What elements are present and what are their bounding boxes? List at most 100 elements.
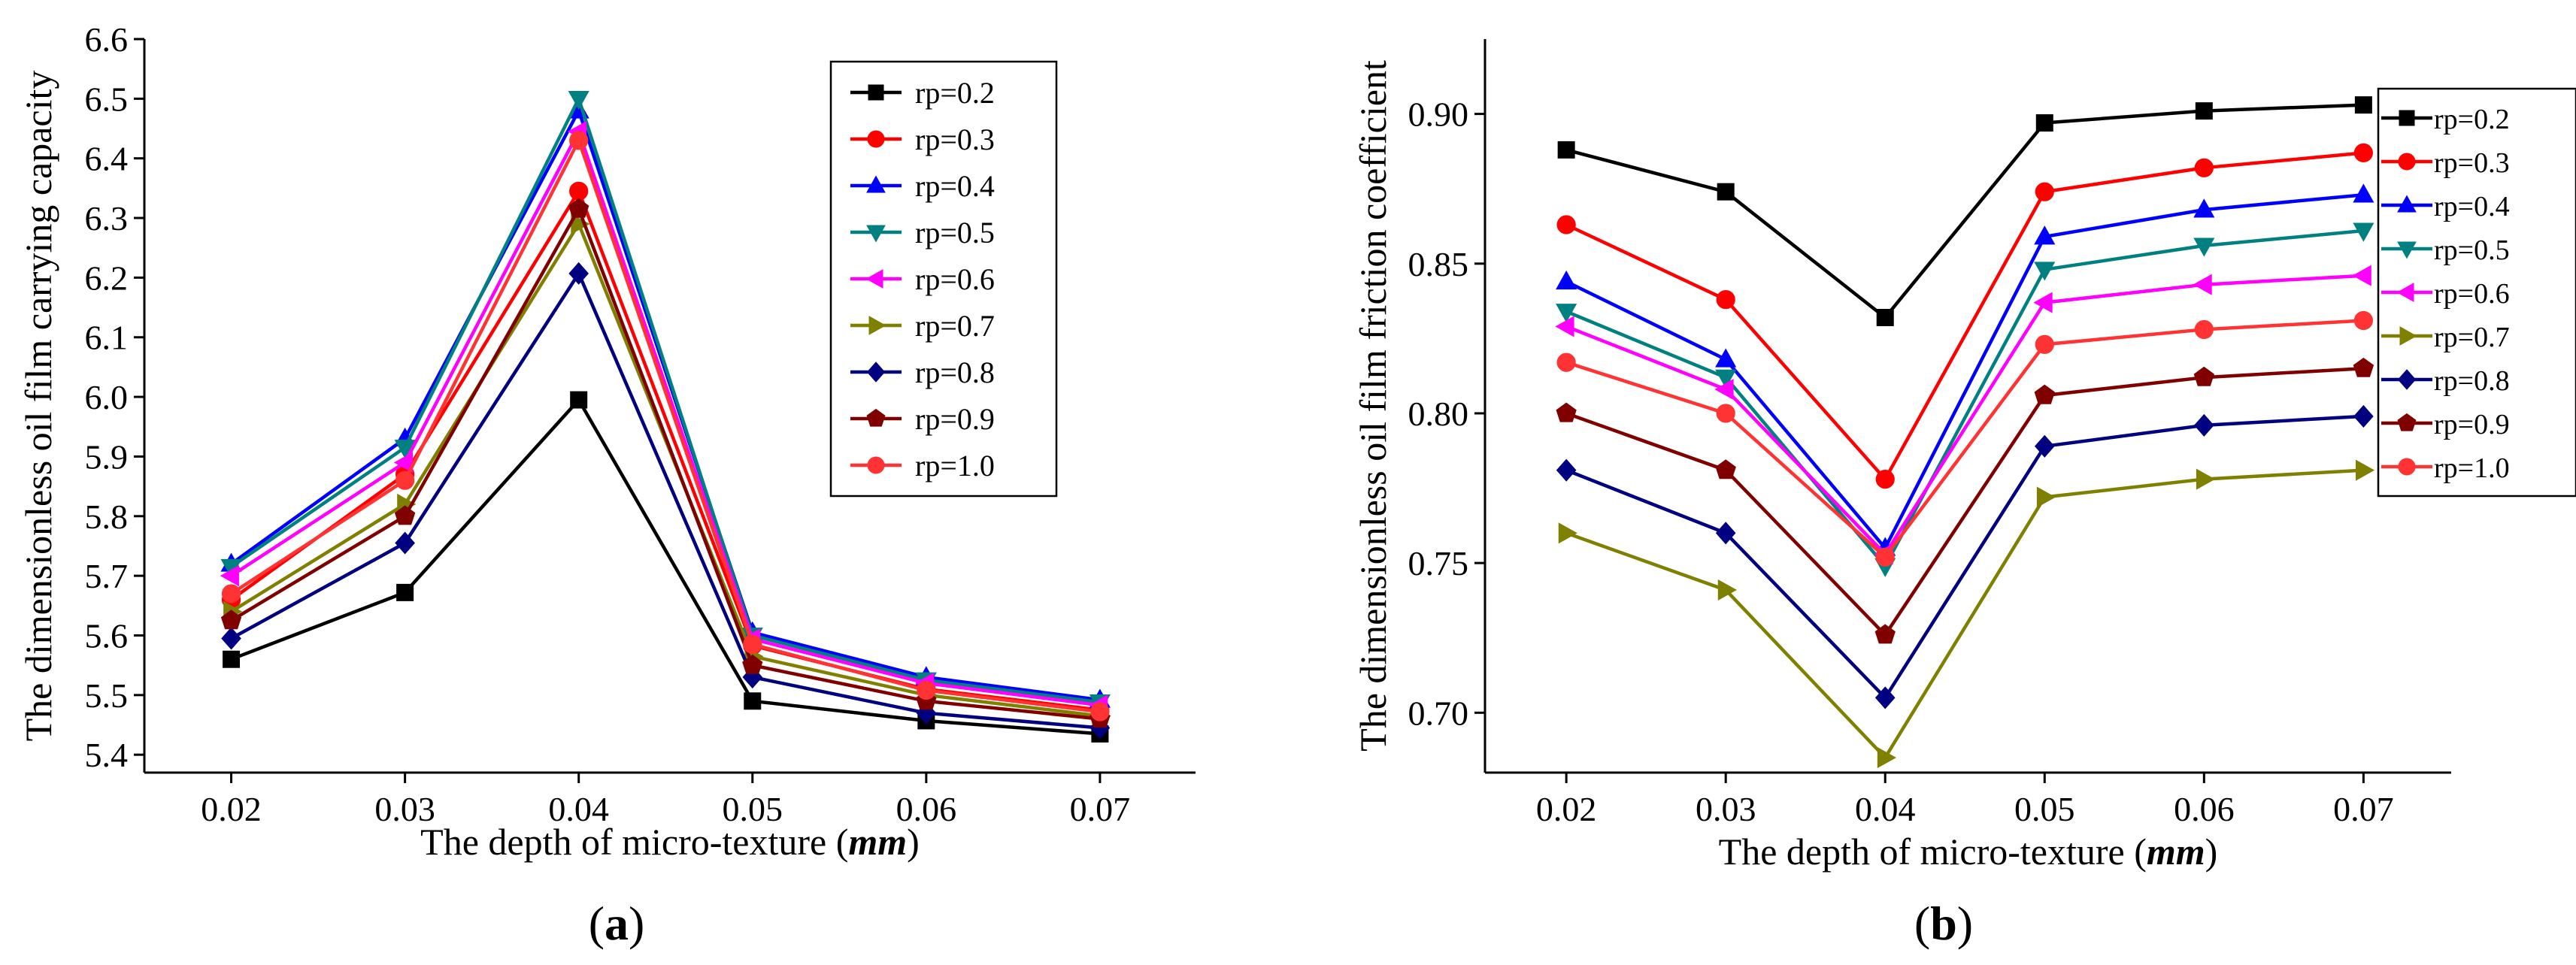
data-point-rp=0.9 [2353, 357, 2374, 377]
data-point-rp=1.0 [1090, 702, 1110, 721]
chart-panel-b: 0.70 0.75 0.80 0.85 0.90 0.02 0.03 0.04 0.05 0.06… [1352, 39, 2576, 873]
legend-marker-rp=1.0 [867, 456, 885, 474]
data-point-rp=0.5 [2353, 222, 2374, 242]
legend-marker-rp=0.6 [2396, 283, 2414, 302]
data-point-rp=0.9 [1556, 402, 1577, 422]
x-tick-label-a: 0.02 [201, 790, 262, 828]
y-tick-label-a: 6.6 [85, 20, 129, 59]
y-tick-label-a: 6.5 [85, 80, 129, 118]
data-point-rp=0.5 [2193, 237, 2215, 257]
data-point-rp=0.9 [2193, 366, 2214, 386]
data-point-rp=0.2 [223, 650, 241, 668]
series-line-rp=1.0 [230, 136, 1101, 714]
data-point-rp=0.3 [569, 181, 589, 201]
x-tick-label-a: 0.07 [1070, 790, 1131, 828]
legend-label-rp=0.2: rp=0.2 [2434, 104, 2510, 135]
legend-label-rp=0.4: rp=0.4 [2434, 191, 2510, 222]
series-line-rp=0.4 [1565, 192, 2364, 552]
y-tick-label-a: 5.4 [85, 736, 129, 774]
data-point-rp=0.5 [394, 440, 416, 459]
x-axis-title-b: The depth of micro-texture (mm) [1719, 830, 2218, 873]
data-point-rp=0.8 [2353, 404, 2374, 428]
legend-label-rp=0.6: rp=0.6 [915, 262, 995, 296]
data-point-rp=0.7 [1717, 579, 1737, 601]
legend-marker-rp=0.5 [2397, 241, 2417, 259]
legend-marker-rp=0.8 [2397, 369, 2417, 390]
data-point-rp=0.4 [1556, 270, 1577, 290]
y-tick-label-b: 0.70 [1408, 694, 1469, 732]
data-point-rp=1.0 [221, 584, 241, 604]
legend-label-rp=0.5: rp=0.5 [2434, 234, 2510, 266]
data-point-rp=0.9 [220, 610, 242, 630]
legend-marker-rp=0.6 [865, 269, 883, 289]
data-point-rp=0.7 [1877, 747, 1897, 769]
legend-marker-rp=0.9 [866, 408, 886, 427]
data-point-rp=0.5 [2034, 262, 2056, 281]
data-point-rp=0.6 [2033, 292, 2053, 313]
y-axis-title-b: The dimensionless oil film friction coef… [1352, 60, 1394, 752]
data-point-rp=0.9 [2034, 384, 2055, 404]
y-tick-label-a: 6.1 [85, 319, 129, 357]
data-point-rp=0.7 [2355, 459, 2375, 481]
data-point-rp=0.9 [394, 505, 416, 525]
data-point-rp=0.3 [2353, 143, 2373, 162]
legend-label-rp=0.3: rp=0.3 [915, 123, 995, 156]
y-tick-label-b: 0.90 [1408, 95, 1469, 134]
series-line-rp=0.6 [230, 127, 1101, 707]
data-point-rp=0.2 [1717, 183, 1735, 201]
legend-label-rp=0.6: rp=0.6 [2434, 278, 2510, 310]
x-tick-label-b: 0.05 [2014, 790, 2075, 828]
data-point-rp=0.2 [1557, 141, 1575, 159]
legend-marker-rp=0.4 [2397, 195, 2417, 213]
legend-label-rp=0.8: rp=0.8 [2434, 365, 2510, 397]
x-tick-label-a: 0.04 [548, 790, 609, 828]
data-point-rp=0.4 [1715, 348, 1737, 368]
legend-marker-rp=0.3 [867, 130, 885, 148]
data-point-rp=0.4 [2193, 198, 2215, 218]
legend-marker-rp=1.0 [2398, 458, 2416, 476]
legend-a: rp=0.2 rp=0.3 rp=0.4 rp=0.5 rp=0.6 rp=0.7 rp=0… [829, 60, 1058, 498]
series-line-rp=0.2 [1565, 103, 2364, 320]
y-tick-label-b: 0.80 [1408, 395, 1469, 433]
legend-label-rp=1.0: rp=1.0 [915, 449, 995, 482]
series-line-rp=1.0 [1565, 319, 2364, 560]
data-point-rp=0.9 [1715, 459, 1736, 479]
data-point-rp=0.2 [396, 583, 414, 601]
chart-panel-a: 5.4 5.5 5.6 5.7 5.8 5.9 6.0 6.1 6.2 6.3 6.4 6.5 6.6 0… [17, 20, 1196, 863]
legend-marker-rp=0.3 [2398, 153, 2416, 171]
data-point-rp=0.2 [2195, 102, 2213, 120]
legend-b: rp=0.2 rp=0.3 rp=0.4 rp=0.5 rp=0.6 rp=0.7 rp=0… [2377, 87, 2576, 498]
legend-marker-rp=0.8 [866, 361, 886, 383]
series-line-rp=0.6 [1565, 274, 2364, 557]
series-line-rp=0.9 [1565, 366, 2364, 638]
data-point-rp=0.3 [2035, 182, 2054, 201]
series-rp=0.9-b [1556, 357, 2374, 644]
legend-label-rp=0.8: rp=0.8 [915, 355, 995, 389]
legend-label-rp=1.0: rp=1.0 [2434, 452, 2510, 484]
x-tick-label-a: 0.03 [374, 790, 435, 828]
data-point-rp=0.3 [1716, 289, 1735, 310]
y-tick-label-a: 6.3 [85, 199, 129, 237]
data-point-rp=0.2 [744, 692, 762, 710]
legend-label-rp=0.5: rp=0.5 [915, 216, 995, 250]
data-point-rp=0.5 [568, 90, 589, 110]
legend-label-rp=0.3: rp=0.3 [2434, 147, 2510, 179]
series-line-rp=0.8 [230, 270, 1101, 730]
data-point-rp=0.6 [2193, 274, 2212, 295]
data-point-rp=0.8 [1715, 522, 1736, 545]
data-point-rp=1.0 [743, 634, 762, 654]
data-point-rp=1.0 [569, 131, 589, 150]
series-line-rp=0.7 [1565, 468, 2364, 761]
y-tick-label-a: 6.0 [85, 378, 129, 416]
data-point-rp=0.8 [2194, 413, 2214, 437]
data-point-rp=0.9 [742, 654, 763, 674]
legend-marker-rp=0.5 [866, 225, 886, 243]
data-point-rp=0.2 [570, 391, 588, 409]
data-point-rp=0.8 [221, 627, 241, 650]
data-point-rp=0.2 [1876, 308, 1894, 326]
y-tick-label-b: 0.85 [1408, 245, 1469, 283]
x-tick-label-a: 0.05 [723, 790, 783, 828]
data-point-rp=1.0 [2035, 334, 2054, 354]
series-rp=1.0-b [1556, 310, 2373, 567]
legend-label-rp=0.9: rp=0.9 [915, 402, 995, 436]
